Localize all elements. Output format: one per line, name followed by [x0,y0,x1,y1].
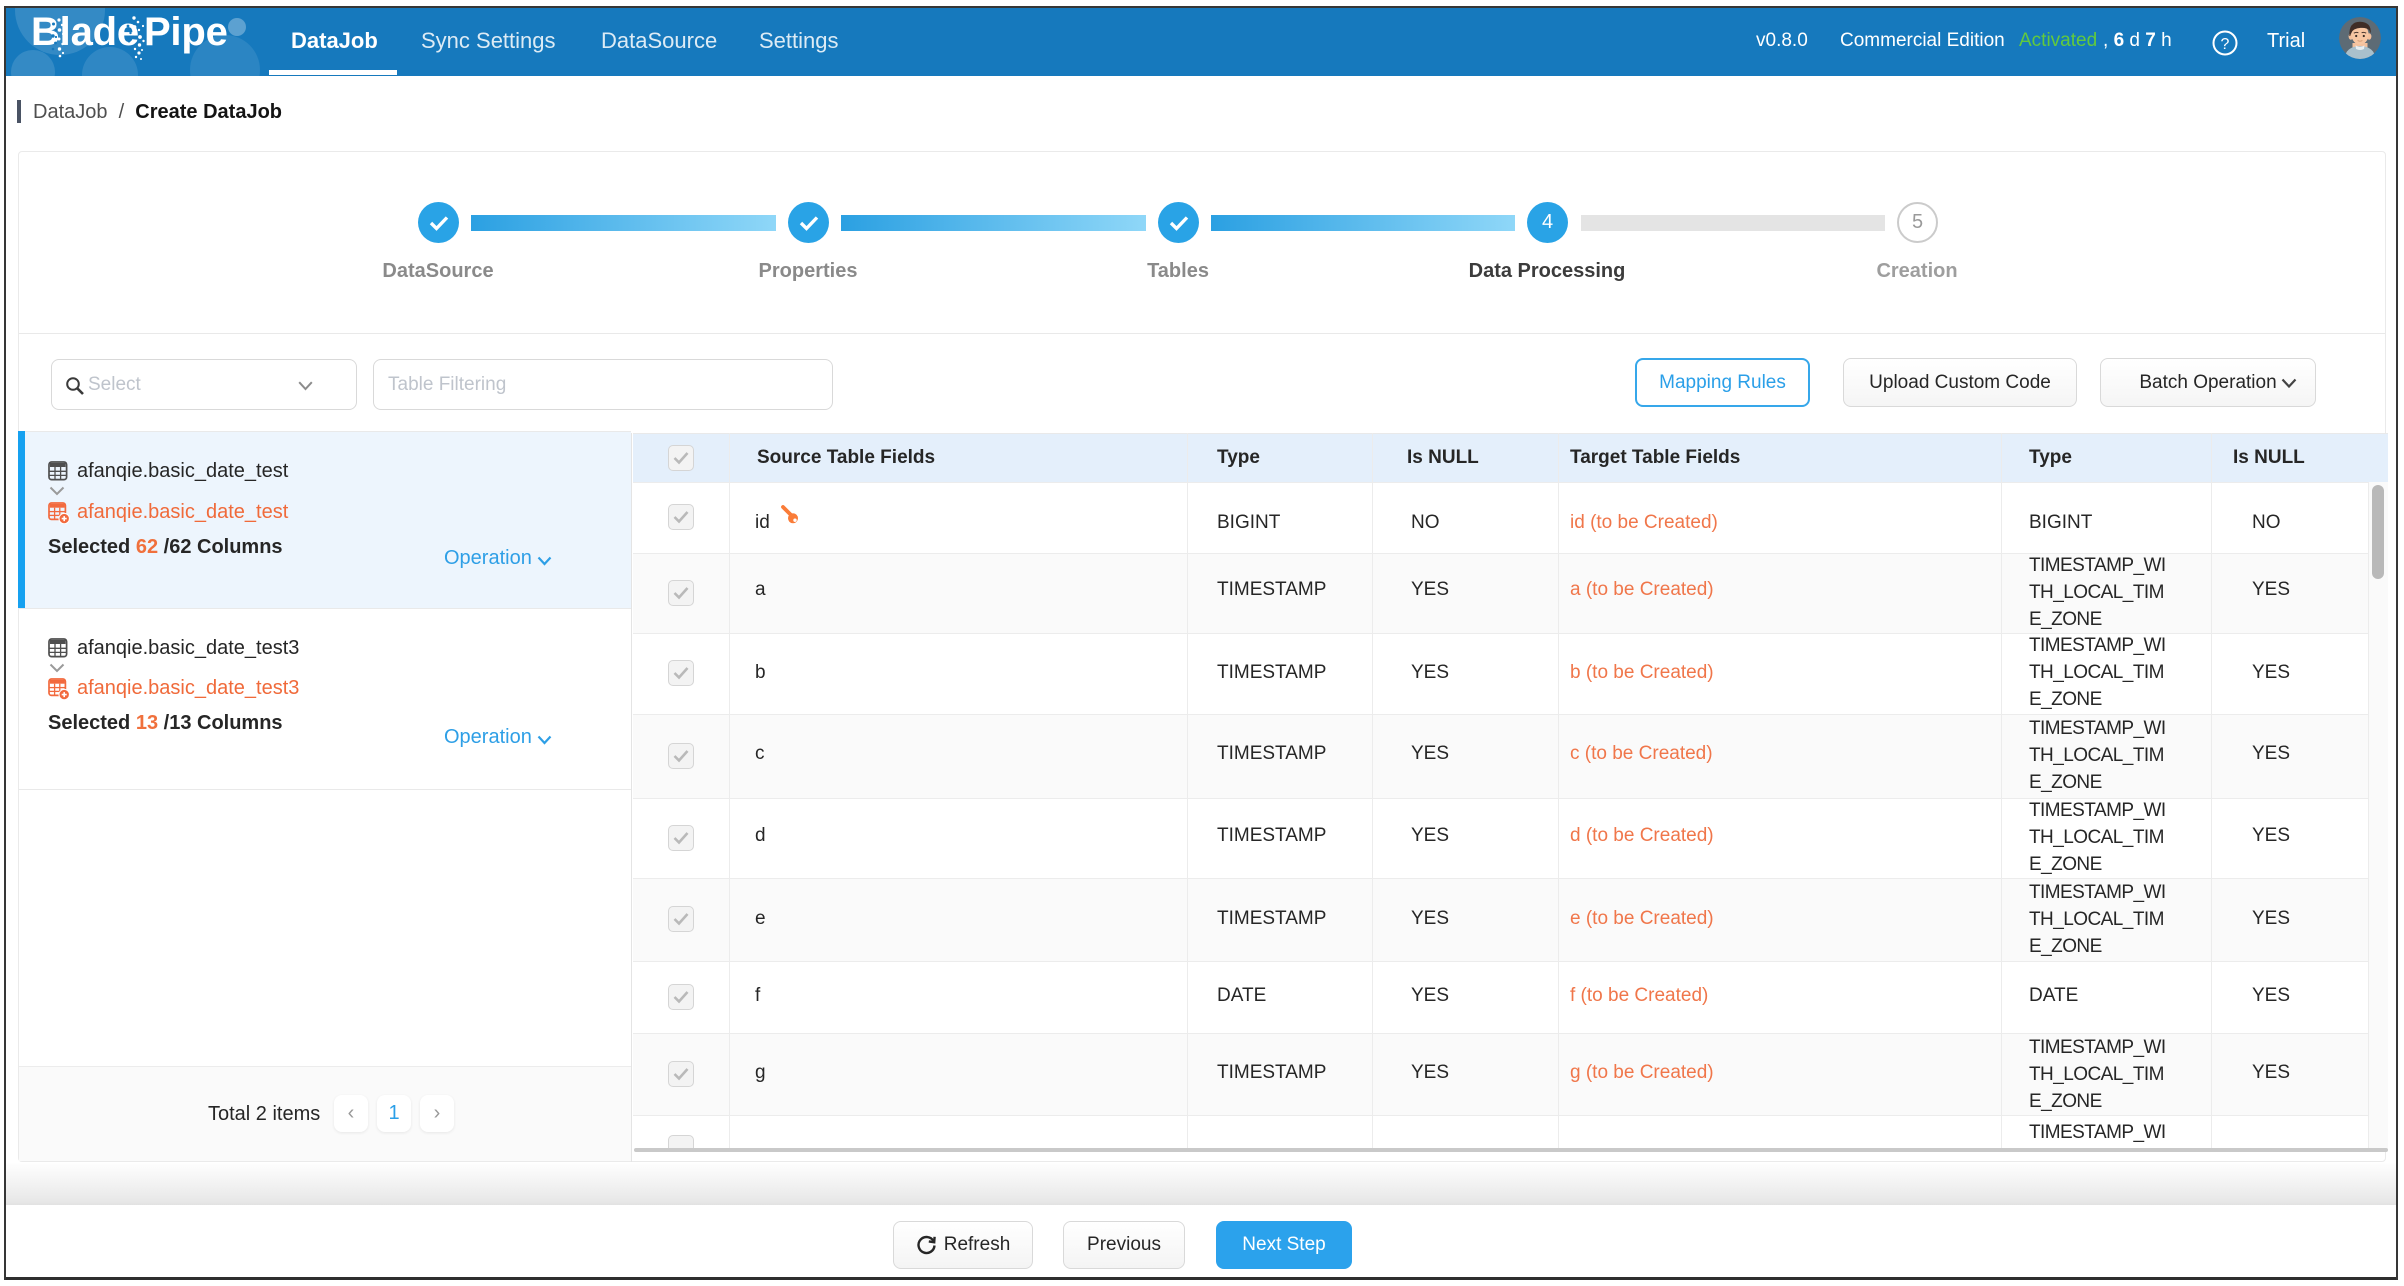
svg-text:?: ? [2221,36,2230,53]
